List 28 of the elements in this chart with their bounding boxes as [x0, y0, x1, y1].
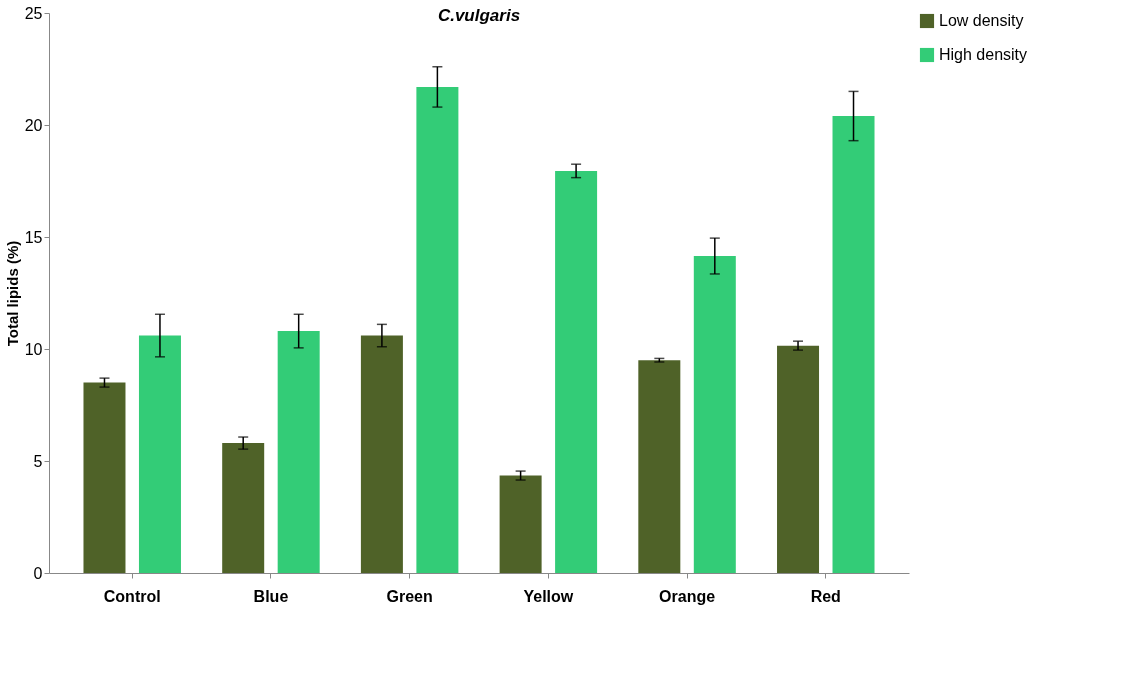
x-tick-label: Red [810, 587, 841, 605]
y-tick-label: 0 [33, 564, 43, 582]
x-tick-label: Orange [659, 587, 716, 605]
bar [555, 170, 598, 573]
y-tick-label: 25 [24, 4, 43, 22]
bar [832, 116, 875, 573]
y-tick-label: 10 [24, 340, 43, 358]
legend-label: High density [939, 46, 1028, 63]
bar [277, 331, 320, 573]
bar [777, 345, 820, 573]
y-axis-title: Total lipids (%) [3, 240, 21, 347]
x-tick-label: Yellow [523, 587, 574, 605]
y-tick-label: 20 [24, 116, 43, 134]
bar [83, 382, 126, 573]
bar [693, 256, 736, 573]
x-tick-label: Green [386, 587, 433, 605]
chart-title: C.vulgaris [437, 6, 521, 25]
bar [638, 360, 681, 573]
bar [138, 335, 181, 573]
y-tick-label: 15 [24, 228, 43, 246]
bar [222, 443, 265, 573]
x-tick-label: Control [103, 587, 161, 605]
y-tick-label: 5 [33, 452, 43, 470]
legend-label: Low density [939, 12, 1024, 29]
x-tick-label: Blue [253, 587, 289, 605]
bar [499, 475, 542, 573]
bar [416, 86, 459, 573]
bar [360, 335, 403, 573]
